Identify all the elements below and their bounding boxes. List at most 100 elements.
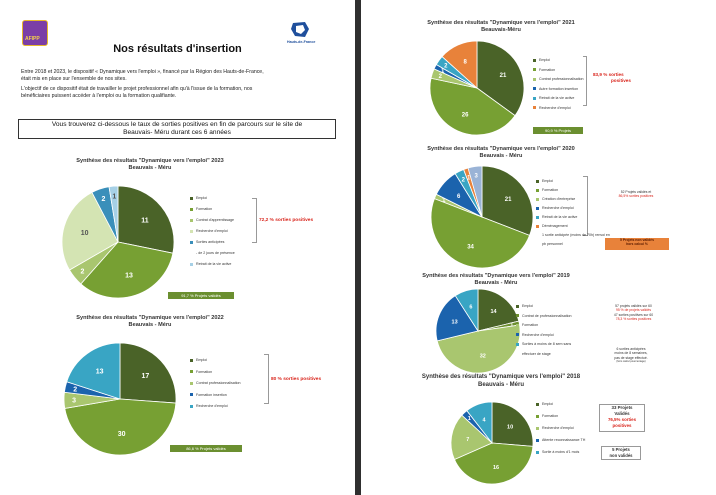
chart-2021-subtitle: Beauvais-Méru: [481, 27, 521, 33]
pie-label: 3: [72, 398, 76, 405]
legend-label: Retrait de la vie active: [539, 96, 575, 100]
legend-label: 1 sortie anticipée (moins de 70h) renvoi…: [542, 233, 610, 237]
legend-label: pb personnel: [542, 242, 563, 246]
chart-2018-title: Synthèse des résultats "Dynamique vers l…: [421, 374, 581, 380]
legend-swatch: [536, 450, 539, 454]
pie-slice-formation: [436, 324, 521, 374]
legend-label: Recherche d'emploi: [196, 229, 228, 233]
pie-label: 6: [457, 194, 461, 200]
legend-swatch: [536, 402, 539, 406]
pie-slice-sortie-anticip-e: [467, 165, 483, 218]
chart-2022-side: 80 % sorties positives: [271, 377, 322, 382]
chart-2022-title: Synthèse des résultats "Dynamique vers l…: [76, 315, 224, 321]
legend-label: Emploi: [542, 402, 553, 406]
legend-swatch: [536, 206, 539, 210]
chart-2023-bracket: [252, 198, 257, 243]
legend-swatch: [190, 370, 193, 373]
pie-slice-emploi: [119, 342, 177, 404]
legend-label: Emploi: [196, 358, 207, 362]
pie-label: 13: [125, 272, 133, 279]
legend-swatch: [536, 179, 539, 183]
legend-label: Recherche d'emploi: [542, 206, 574, 210]
pie-label: 1: [441, 69, 445, 75]
pie-label: 30: [118, 431, 126, 438]
chart-2023-title: Synthèse des résultats "Dynamique vers l…: [76, 158, 224, 164]
pie-label: 7: [466, 437, 469, 443]
pie-label: 10: [507, 424, 513, 430]
legend-swatch: [533, 96, 536, 100]
pie-label: 2: [80, 268, 84, 275]
chart-2019-title: Synthèse des résultats "Dynamique vers l…: [422, 273, 570, 279]
pie-slice-formation: [80, 241, 174, 299]
legend-label: Recherche d'emploi: [522, 332, 554, 337]
legend-label: Retrait de la vie active: [542, 215, 578, 219]
legend-label: effectuer de stage: [522, 351, 551, 356]
legend-swatch: [190, 393, 193, 396]
legend-label: Formation: [539, 67, 556, 72]
chart-2018-pie: 10 16 7 1 4: [450, 401, 534, 485]
legend-swatch: [533, 87, 536, 90]
page-title: Nos résultats d'insertion: [113, 43, 242, 55]
chart-2021-side-2: positives: [611, 78, 631, 83]
legend-label: Sorties anticipées: [196, 240, 225, 244]
chart-2019-box-early: 6 sorties anticipées moins de 8 semaines…: [601, 347, 661, 367]
pie-label: 1: [467, 175, 471, 181]
legend-swatch: [190, 229, 193, 233]
pie-label: 3: [475, 174, 479, 180]
pie-slice-emploi: [481, 165, 534, 236]
chart-2020-bracket: [583, 176, 588, 236]
pie-label: 13: [96, 368, 104, 375]
chart-2018-subtitle: Beauvais - Méru: [477, 382, 525, 388]
pie-label: 1: [442, 198, 446, 204]
chart-2022-bracket: [264, 354, 269, 404]
chart-2020-box-invalid: 5 Projets non validés hors calcul %: [605, 238, 669, 250]
intro-line-3: L'objectif de ce dispositif était de tra…: [21, 86, 253, 92]
pie-label: 14: [491, 309, 498, 315]
pie-label: 8: [463, 59, 467, 65]
chart-2021-pill: 90,9 % Projets: [533, 127, 583, 134]
legend-label: Formation: [196, 369, 213, 374]
legend-label: Sortie à moins d'1 mois: [542, 450, 580, 454]
pie-label: 16: [493, 465, 499, 471]
pie-slice-emploi: [476, 40, 525, 117]
pie-label: 2: [102, 196, 106, 203]
pie-slice-emploi: [117, 185, 175, 254]
legend-swatch: [536, 215, 539, 219]
legend-swatch: [516, 333, 519, 336]
intro-line-4: bénéficiaires puissent accéder à l'emplo…: [21, 93, 177, 99]
chart-2020-title: Synthèse des résultats "Dynamique vers l…: [427, 146, 575, 152]
legend-swatch: [516, 304, 519, 308]
pie-slice-recherche-d-emploi: [66, 342, 121, 400]
legend-label: Autre formation insertion: [539, 86, 579, 91]
legend-swatch: [516, 342, 519, 346]
pie-slice-recherche-d-emploi: [450, 414, 493, 460]
pie-label: 1: [112, 194, 116, 201]
pie-label: 4: [482, 418, 486, 424]
legend-label: Emploi: [522, 304, 533, 308]
document-page-2: Synthèse des résultats "Dynamique vers l…: [361, 0, 716, 495]
legend-swatch: [533, 58, 536, 62]
document-page-1: AFIPP Hauts-de-France Nos résultats d'in…: [0, 0, 355, 495]
legend-label: Formation: [542, 414, 559, 418]
chart-2018-box-invalid: 5 Projets non validés: [601, 446, 641, 460]
legend-label: Formation: [522, 323, 539, 327]
highlight-line-2: Beauvais- Méru durant ces 6 années: [123, 129, 231, 136]
legend-swatch: [516, 323, 519, 327]
intro-line-1: Entre 2018 et 2023, le dispositif « Dyna…: [21, 69, 264, 75]
pie-label: 2: [444, 63, 448, 69]
legend-label: Contrat de professionnalisation: [522, 313, 572, 318]
chart-2020-subtitle: Beauvais - Méru: [479, 153, 523, 159]
chart-2021-side-1: 83,9 % sorties: [593, 72, 624, 77]
legend-label: Emploi: [196, 196, 207, 200]
region-logo-icon: [291, 22, 309, 37]
pie-slice-recherche-d-emploi: [61, 191, 119, 271]
pie-label: 13: [452, 320, 458, 326]
legend-swatch: [190, 207, 193, 211]
highlight-box: [18, 119, 336, 139]
pie-label: 21: [500, 73, 507, 79]
legend-swatch: [536, 414, 539, 418]
legend-label: Recherche d'emploi: [542, 426, 574, 430]
legend-label: Attente reconnaissance TH: [542, 438, 586, 442]
pie-slice-recherche-d-emploi: [435, 295, 479, 342]
